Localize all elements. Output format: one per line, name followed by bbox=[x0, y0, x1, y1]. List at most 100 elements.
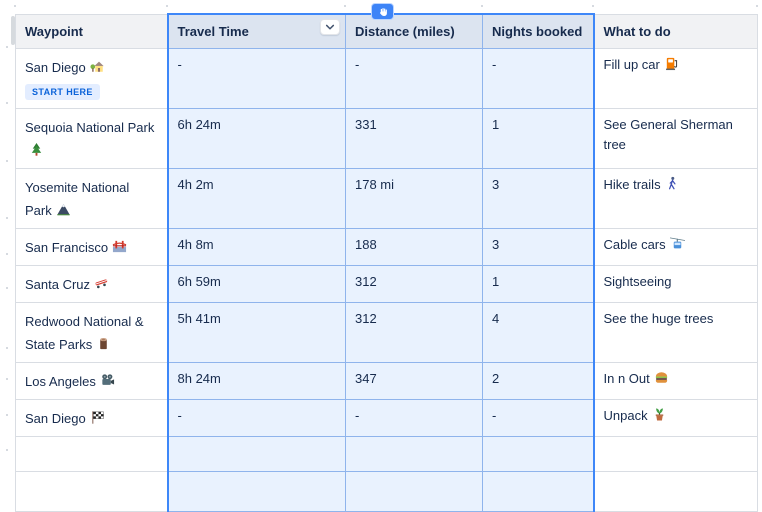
what-to-do-label: In n Out bbox=[603, 370, 650, 386]
distance-cell[interactable]: 178 mi bbox=[345, 167, 483, 229]
nights-booked-cell[interactable] bbox=[482, 470, 595, 512]
nights-booked-cell[interactable]: 2 bbox=[482, 361, 595, 400]
column-guide-dot bbox=[592, 5, 594, 7]
column-header-waypoint-label: Waypoint bbox=[25, 23, 84, 39]
table-row: San Diego START HERE - - - Fill up car bbox=[15, 47, 758, 109]
waypoint-cell[interactable]: San Diego bbox=[15, 398, 168, 437]
waypoint-cell[interactable]: San Diego START HERE bbox=[15, 47, 168, 109]
travel-time-value: 6h 59m bbox=[177, 273, 221, 289]
what-to-do-cell[interactable] bbox=[593, 435, 758, 472]
what-to-do-cell[interactable]: In n Out bbox=[593, 361, 758, 400]
column-header-travel-time[interactable]: Travel Time bbox=[166, 13, 346, 49]
nights-booked-cell[interactable]: 4 bbox=[482, 301, 595, 363]
travel-time-cell[interactable] bbox=[166, 435, 346, 472]
travel-time-value: 8h 24m bbox=[177, 370, 221, 386]
waypoint-cell[interactable]: Sequoia National Park bbox=[15, 107, 168, 169]
column-menu-button[interactable] bbox=[320, 19, 340, 35]
column-header-waypoint[interactable]: Waypoint bbox=[15, 13, 168, 49]
what-to-do-cell[interactable]: Sightseeing bbox=[593, 264, 758, 303]
nights-booked-cell[interactable]: - bbox=[482, 47, 595, 109]
what-to-do-label: Fill up car bbox=[603, 56, 660, 72]
waypoint-icon bbox=[100, 373, 115, 388]
waypoint-cell[interactable]: Santa Cruz bbox=[15, 264, 168, 303]
what-to-do-label: Hike trails bbox=[603, 176, 661, 192]
what-to-do-label: See General Sherman tree bbox=[603, 116, 733, 152]
table-body: San Diego START HERE - - - Fill up car S… bbox=[15, 47, 758, 512]
column-header-what-to-do[interactable]: What to do bbox=[593, 13, 758, 49]
nights-booked-value: - bbox=[492, 56, 497, 72]
table-row: Yosemite National Park 4h 2m 178 mi 3 Hi… bbox=[15, 167, 758, 229]
column-guide-dot bbox=[481, 5, 483, 7]
waypoint-icon bbox=[29, 142, 44, 157]
row-guide-dot bbox=[6, 378, 8, 380]
row-guide-dot bbox=[6, 217, 8, 219]
travel-time-cell[interactable]: 8h 24m bbox=[166, 361, 346, 400]
distance-value: - bbox=[355, 407, 360, 423]
distance-cell[interactable] bbox=[345, 470, 483, 512]
waypoint-label: San Diego bbox=[25, 59, 86, 75]
distance-cell[interactable]: 347 bbox=[345, 361, 483, 400]
table-drag-handle[interactable] bbox=[11, 16, 15, 45]
nights-booked-cell[interactable]: 1 bbox=[482, 107, 595, 169]
travel-time-value: 4h 8m bbox=[177, 236, 214, 252]
what-to-do-cell[interactable] bbox=[593, 470, 758, 512]
row-guide-dot bbox=[6, 46, 8, 48]
distance-cell[interactable]: - bbox=[345, 398, 483, 437]
travel-time-cell[interactable]: - bbox=[166, 47, 346, 109]
distance-cell[interactable] bbox=[345, 435, 483, 472]
column-header-what-to-do-label: What to do bbox=[603, 23, 671, 39]
waypoint-cell[interactable] bbox=[15, 435, 168, 472]
distance-cell[interactable]: 312 bbox=[345, 301, 483, 363]
column-header-distance[interactable]: Distance (miles) bbox=[345, 13, 483, 49]
trip-table-wrap: Waypoint Travel Time Distance (miles) Ni… bbox=[15, 13, 758, 512]
table-row bbox=[15, 435, 758, 472]
nights-booked-cell[interactable]: 1 bbox=[482, 264, 595, 303]
what-to-do-cell[interactable]: Unpack bbox=[593, 398, 758, 437]
what-to-do-cell[interactable]: See the huge trees bbox=[593, 301, 758, 363]
row-guide-dot bbox=[6, 102, 8, 104]
what-to-do-icon bbox=[669, 236, 685, 251]
waypoint-cell[interactable]: Los Angeles bbox=[15, 361, 168, 400]
travel-time-cell[interactable]: 4h 2m bbox=[166, 167, 346, 229]
nights-booked-value: 2 bbox=[492, 370, 500, 386]
what-to-do-cell[interactable]: See General Sherman tree bbox=[593, 107, 758, 169]
distance-cell[interactable]: 331 bbox=[345, 107, 483, 169]
waypoint-cell[interactable]: Redwood National & State Parks bbox=[15, 301, 168, 363]
travel-time-cell[interactable]: 6h 24m bbox=[166, 107, 346, 169]
nights-booked-value: 1 bbox=[492, 116, 500, 132]
what-to-do-cell[interactable]: Fill up car bbox=[593, 47, 758, 109]
waypoint-cell[interactable]: Yosemite National Park bbox=[15, 167, 168, 229]
nights-booked-value: 3 bbox=[492, 176, 500, 192]
row-guide-dot bbox=[6, 287, 8, 289]
nights-booked-value: - bbox=[492, 407, 497, 423]
column-guide-dot bbox=[756, 5, 758, 7]
distance-value: 331 bbox=[355, 116, 377, 132]
travel-time-value: - bbox=[177, 56, 182, 72]
what-to-do-cell[interactable]: Hike trails bbox=[593, 167, 758, 229]
travel-time-cell[interactable]: - bbox=[166, 398, 346, 437]
travel-time-cell[interactable]: 4h 8m bbox=[166, 227, 346, 266]
table-row: San Diego - - - Unpack bbox=[15, 398, 758, 437]
distance-cell[interactable]: 188 bbox=[345, 227, 483, 266]
column-header-nights-booked[interactable]: Nights booked bbox=[482, 13, 595, 49]
waypoint-cell[interactable] bbox=[15, 470, 168, 512]
table-row: Sequoia National Park 6h 24m 331 1 See G… bbox=[15, 107, 758, 169]
nights-booked-cell[interactable]: - bbox=[482, 398, 595, 437]
travel-time-cell[interactable]: 5h 41m bbox=[166, 301, 346, 363]
travel-time-cell[interactable] bbox=[166, 470, 346, 512]
table-row: Los Angeles 8h 24m 347 2 In n Out bbox=[15, 361, 758, 400]
distance-cell[interactable]: 312 bbox=[345, 264, 483, 303]
what-to-do-cell[interactable]: Cable cars bbox=[593, 227, 758, 266]
waypoint-cell[interactable]: San Francisco bbox=[15, 227, 168, 266]
distance-value: - bbox=[355, 56, 360, 72]
nights-booked-cell[interactable]: 3 bbox=[482, 227, 595, 266]
nights-booked-cell[interactable] bbox=[482, 435, 595, 472]
travel-time-value: 6h 24m bbox=[177, 116, 221, 132]
waypoint-label: San Diego bbox=[25, 410, 86, 426]
distance-cell[interactable]: - bbox=[345, 47, 483, 109]
distance-value: 178 mi bbox=[355, 176, 395, 192]
travel-time-cell[interactable]: 6h 59m bbox=[166, 264, 346, 303]
row-guide-dot bbox=[6, 414, 8, 416]
what-to-do-label: Cable cars bbox=[603, 236, 666, 252]
nights-booked-cell[interactable]: 3 bbox=[482, 167, 595, 229]
